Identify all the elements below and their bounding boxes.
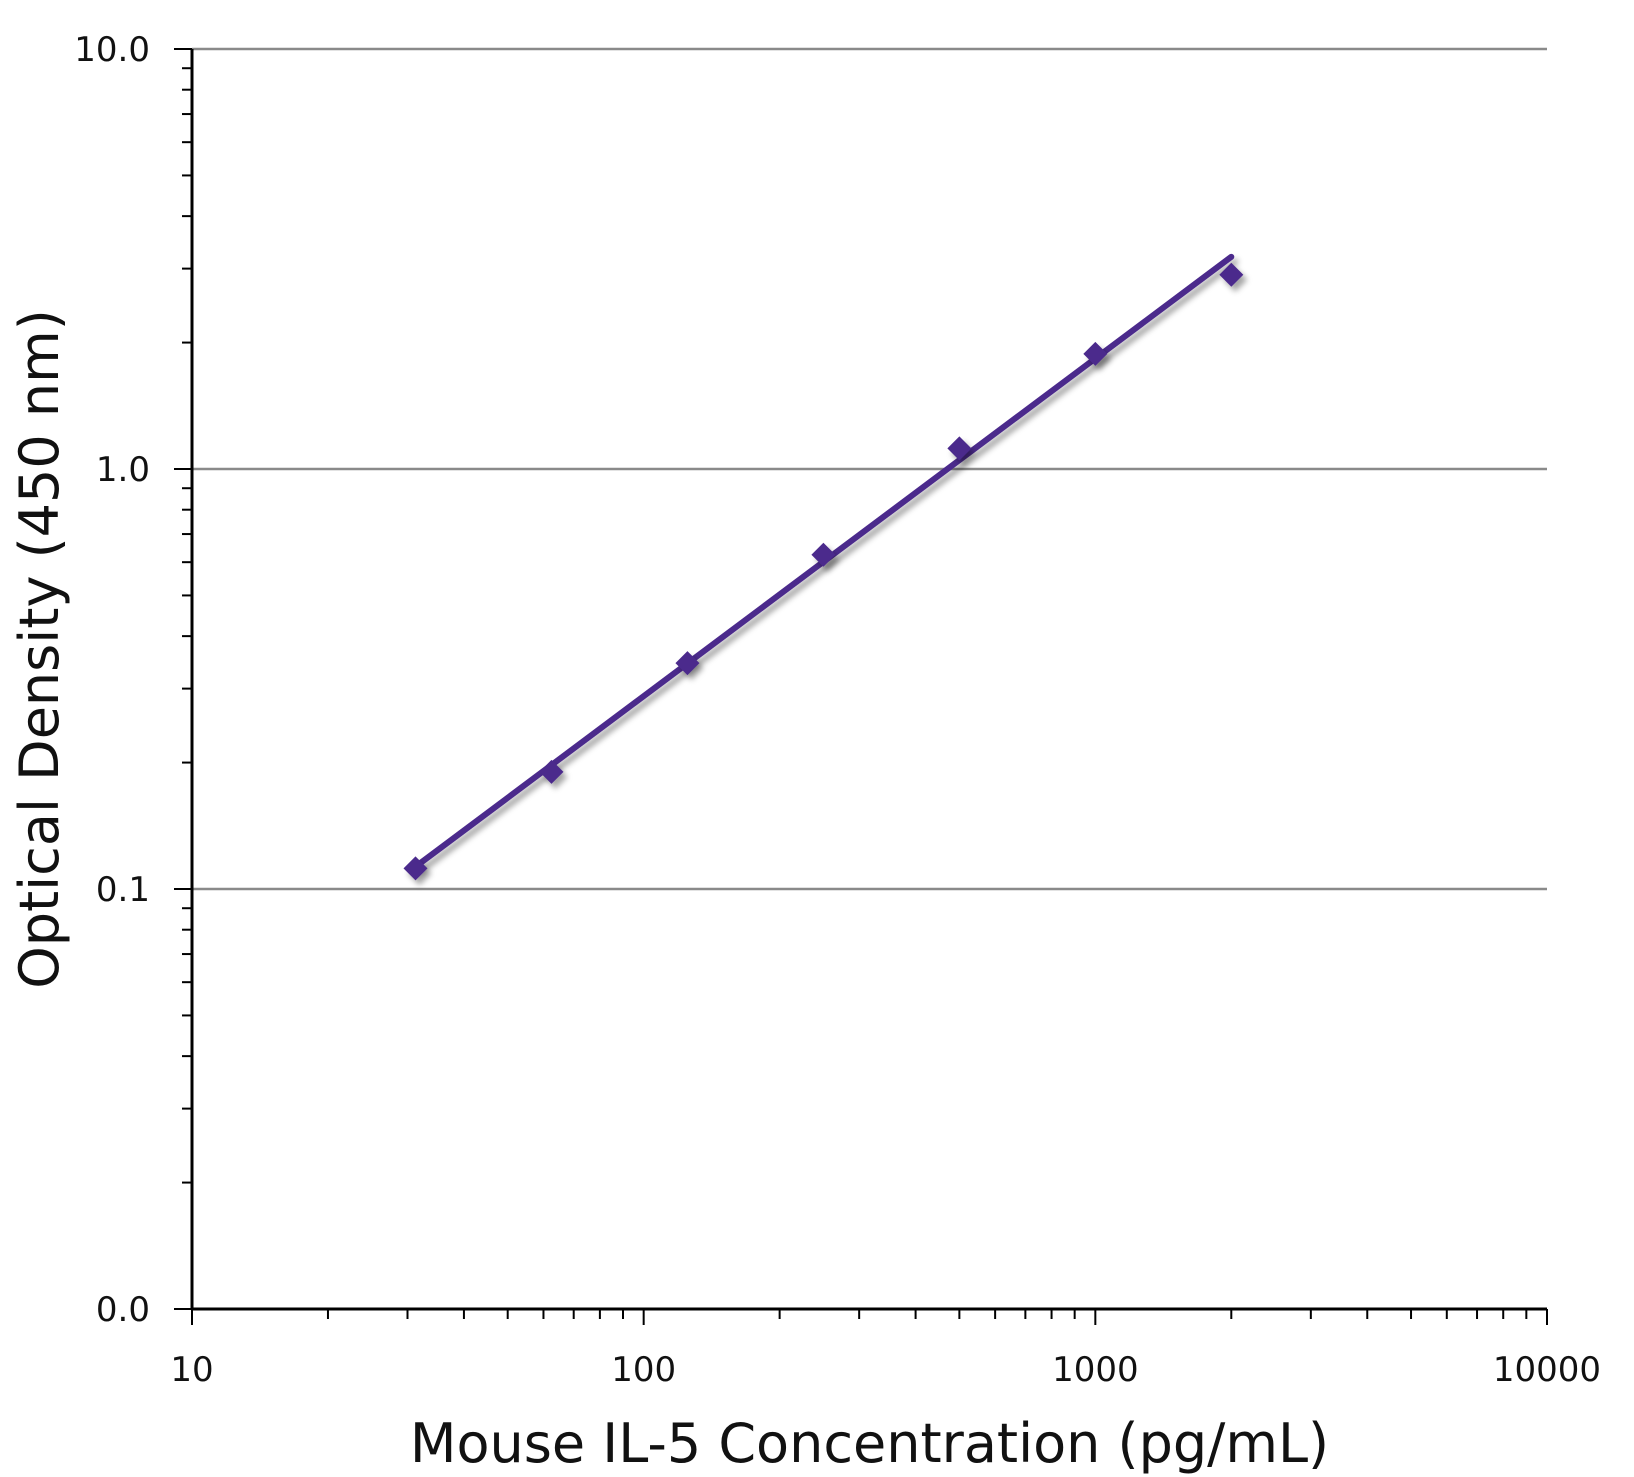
x-tick-label: 100 [611,1350,676,1390]
y-tick-label: 10.0 [74,30,150,70]
data-point-5 [1083,341,1108,366]
y-tick-label: 0.0 [96,1290,150,1330]
gridlines [192,47,1547,891]
data-point-3 [811,542,836,567]
data-point-1 [539,759,564,784]
axes [190,49,1547,1311]
x-tick-label: 10 [170,1350,213,1390]
data-point-2 [675,651,700,676]
data-point-0 [403,856,428,881]
y-axis-title: Optical Density (450 nm) [8,309,71,989]
y-tick-label: 1.0 [96,450,150,490]
x-tick-label: 10000 [1493,1350,1601,1390]
data-points [403,262,1244,881]
y-tick-label: 0.1 [96,870,150,910]
tick-labels: 10.0 1.0 0.1 0.0 10 100 1000 10000 [74,30,1601,1390]
data-point-4 [947,436,972,461]
x-tick-label: 1000 [1052,1350,1139,1390]
data-point-6 [1219,262,1244,287]
x-axis-title: Mouse IL-5 Concentration (pg/mL) [410,1412,1329,1475]
minor-ticks [174,48,1548,1325]
